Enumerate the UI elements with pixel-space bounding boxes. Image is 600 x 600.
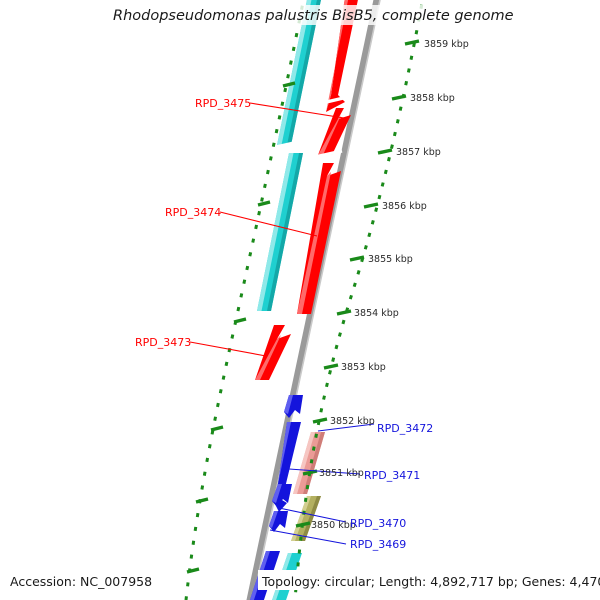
leader-line-RPD_3473 <box>189 341 267 357</box>
gene-feature-cyan-lower[interactable] <box>257 153 303 311</box>
page-title: Rhodopseudomonas palustris BisB5, comple… <box>104 5 514 25</box>
leader-line-RPD_3470 <box>278 507 347 523</box>
tick-label: 3852 kbp <box>330 416 375 427</box>
gene-label-RPD_3473[interactable]: RPD_3473 <box>135 336 191 349</box>
leader-line-RPD_3472 <box>317 423 375 432</box>
accession-text: Accession: NC_007958 <box>10 574 152 589</box>
gene-feature-blue-small-1[interactable] <box>272 484 292 507</box>
gene-feature-RPD_3470[interactable] <box>291 496 321 541</box>
gene-feature-blue-small-2[interactable] <box>269 511 288 532</box>
gene-labels: RPD_3475 RPD_3474 RPD_3473 RPD_3472 RPD_… <box>135 97 433 551</box>
summary-text: Topology: circular; Length: 4,892,717 bp… <box>261 574 600 589</box>
gene-label-RPD_3475[interactable]: RPD_3475 <box>195 97 251 110</box>
footer-accession: Accession: NC_007958 <box>10 574 152 589</box>
tick-label: 3856 kbp <box>382 201 427 212</box>
forward-strand-track <box>255 0 360 380</box>
leader-line-RPD_3471 <box>288 468 361 475</box>
gene-feature-RPD_3473[interactable] <box>255 325 291 380</box>
tick-label: 3855 kbp <box>368 254 413 265</box>
tick-label: 3851 kbp <box>319 468 364 479</box>
ruler-arc-outer-majorticks <box>295 39 420 528</box>
ruler-tick-labels: 3859 kbp 3858 kbp 3857 kbp 3856 kbp 3855… <box>311 39 469 531</box>
leader-line-RPD_3474 <box>219 211 318 237</box>
page-title-text: Rhodopseudomonas palustris BisB5, comple… <box>113 8 514 24</box>
gene-feature-RPD_3469[interactable] <box>284 395 303 418</box>
footer-summary: Topology: circular; Length: 4,892,717 bp… <box>258 570 600 590</box>
gene-feature-RPD_3472[interactable] <box>293 432 325 494</box>
ruler-arc-inner-majorticks <box>186 81 296 574</box>
tick-label: 3854 kbp <box>354 308 399 319</box>
tick-label: 3859 kbp <box>424 39 469 50</box>
gene-label-RPD_3469[interactable]: RPD_3469 <box>350 538 406 551</box>
leader-line-RPD_3469 <box>269 529 347 545</box>
feature-separator <box>271 94 353 161</box>
gene-label-RPD_3474[interactable]: RPD_3474 <box>165 206 221 219</box>
gene-label-RPD_3472[interactable]: RPD_3472 <box>377 422 433 435</box>
tick-label: 3850 kbp <box>311 520 356 531</box>
gene-label-RPD_3471[interactable]: RPD_3471 <box>364 469 420 482</box>
leader-lines <box>189 102 375 545</box>
leader-line-RPD_3475 <box>249 102 345 119</box>
tick-label: 3857 kbp <box>396 147 441 158</box>
gene-feature-RPD_3474[interactable] <box>297 163 341 314</box>
tick-label: 3858 kbp <box>410 93 455 104</box>
gene-label-RPD_3470[interactable]: RPD_3470 <box>350 517 406 530</box>
ruler-arc-outer <box>293 0 425 600</box>
gene-feature-RPD_3475[interactable] <box>326 0 360 112</box>
tick-label: 3853 kbp <box>341 362 386 373</box>
gene-feature-RPD_3475b[interactable] <box>318 108 351 155</box>
